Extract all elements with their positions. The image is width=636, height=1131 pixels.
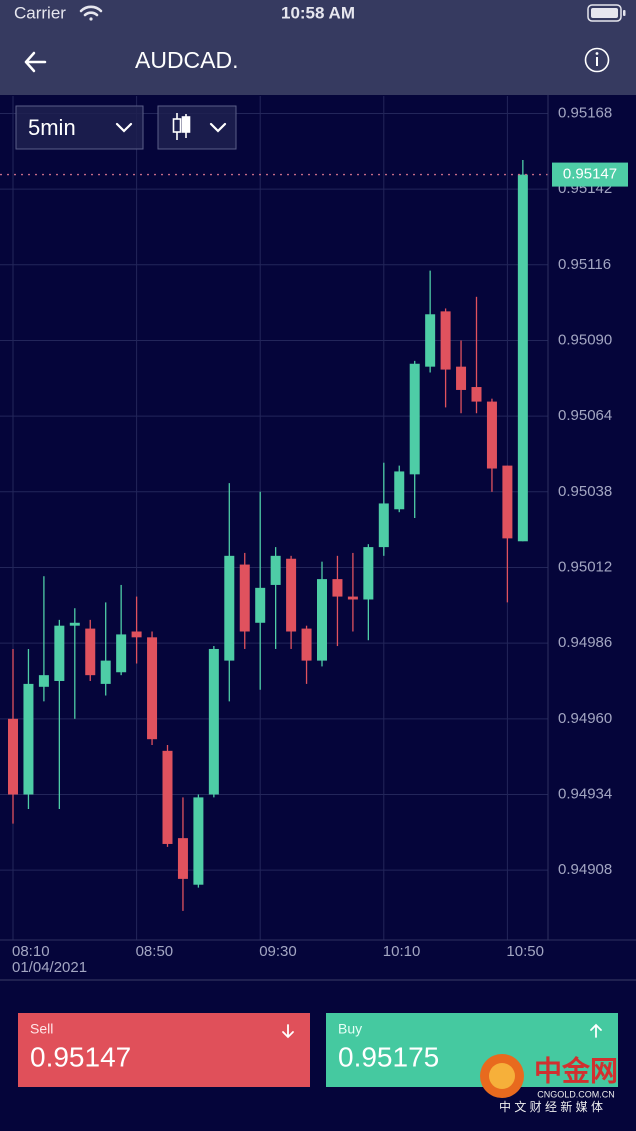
candle-body xyxy=(456,366,467,390)
back-button[interactable] xyxy=(24,51,47,73)
candle-body xyxy=(239,564,250,632)
x-tick-label: 08:50 xyxy=(136,943,174,960)
x-tick-label: 09:30 xyxy=(259,943,297,960)
x-tick-label: 10:50 xyxy=(506,943,544,960)
candle-body xyxy=(23,683,34,795)
candle-body xyxy=(147,637,158,740)
candle-body xyxy=(177,838,188,879)
candle-body xyxy=(38,675,49,687)
interval-dropdown[interactable] xyxy=(15,105,144,150)
candle-body xyxy=(301,628,312,661)
candle-body xyxy=(208,648,219,795)
candle-body xyxy=(502,465,513,539)
buy-label: Buy xyxy=(338,1021,362,1037)
y-tick-label: 0.95090 xyxy=(558,331,612,348)
candle-body xyxy=(85,628,96,676)
candle-body xyxy=(162,750,173,844)
candle-body xyxy=(317,579,327,661)
candle-body xyxy=(471,387,482,402)
candle-body xyxy=(409,363,420,475)
candle-body xyxy=(255,587,266,623)
header-bar xyxy=(0,0,636,95)
y-tick-label: 0.95064 xyxy=(558,407,612,424)
sell-button[interactable] xyxy=(18,1013,310,1087)
watermark-tagline: 中 文 财 经 新 媒 体 xyxy=(499,1099,603,1114)
candle-body xyxy=(100,660,111,684)
candle-body xyxy=(116,634,127,673)
sell-label: Sell xyxy=(30,1021,53,1037)
candle-body xyxy=(486,401,497,469)
watermark-site: CNGOLD.COM.CN xyxy=(537,1089,615,1099)
current-price-tag xyxy=(552,162,628,187)
watermark-name: 中金网 xyxy=(534,1054,618,1086)
candle-body xyxy=(332,579,343,597)
candle-body xyxy=(517,174,528,542)
y-tick-label: 0.95116 xyxy=(558,256,611,273)
candle-body xyxy=(440,311,451,370)
current-price-label: 0.95147 xyxy=(563,166,617,183)
candle-body xyxy=(347,596,358,600)
candle-body xyxy=(193,797,204,885)
candle-body xyxy=(378,503,389,548)
buy-button[interactable] xyxy=(326,1013,618,1087)
carrier: Carrier xyxy=(14,3,66,22)
chart-type-dropdown[interactable] xyxy=(157,105,237,150)
interval-label: 5min xyxy=(28,115,76,140)
buy-price: 0.95175 xyxy=(338,1041,439,1072)
y-tick-label: 0.94986 xyxy=(558,634,612,651)
y-tick-label: 0.94960 xyxy=(558,710,612,727)
y-tick-label: 0.95012 xyxy=(558,558,612,575)
candle-body xyxy=(224,555,235,661)
battery-icon xyxy=(587,4,626,22)
info-button[interactable] xyxy=(584,47,610,73)
wifi-icon xyxy=(79,5,103,21)
candle-body xyxy=(270,555,281,585)
sell-price: 0.95147 xyxy=(30,1041,131,1072)
candle-body xyxy=(54,625,65,681)
clock: 10:58 AM xyxy=(281,3,355,22)
y-tick-label: 0.94908 xyxy=(558,861,612,878)
chart: 0.951680.951420.951160.950900.950640.950… xyxy=(0,96,628,976)
candle-body xyxy=(394,471,405,510)
page-title: AUDCAD. xyxy=(135,47,239,73)
candle-body xyxy=(131,631,142,638)
x-date-label: 01/04/2021 xyxy=(12,959,87,976)
candle-body xyxy=(69,622,80,626)
candle-body xyxy=(425,314,436,367)
candle-body xyxy=(363,547,374,600)
y-tick-label: 0.94934 xyxy=(558,785,612,802)
x-tick-label: 08:10 xyxy=(12,943,50,960)
candle-body xyxy=(286,558,297,632)
x-tick-label: 10:10 xyxy=(383,943,421,960)
candle-body xyxy=(8,718,18,795)
y-tick-label: 0.95038 xyxy=(558,483,612,500)
y-tick-label: 0.95168 xyxy=(558,104,612,121)
watermark-logo xyxy=(480,1054,524,1098)
